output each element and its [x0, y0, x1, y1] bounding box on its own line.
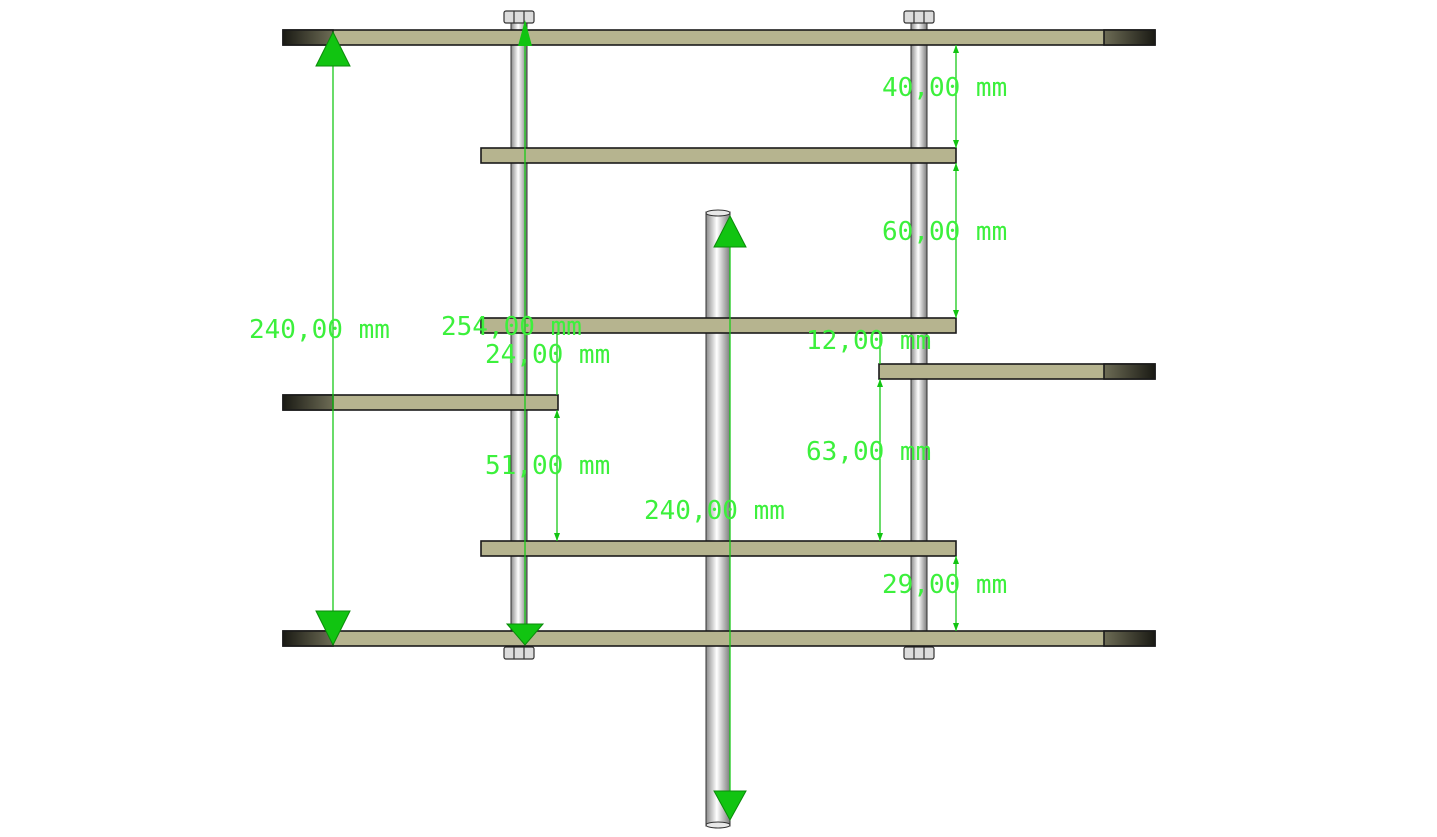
arrow-left-rod-top [518, 20, 532, 46]
top-shelf-right-end [1103, 29, 1156, 46]
nut-bottom-left [503, 646, 535, 660]
top-shelf-left-end [282, 29, 334, 46]
bottom-shelf-right-end [1103, 630, 1156, 647]
center-rod-bottom-cap [705, 821, 731, 829]
dim-left-gap-lower: 51,00 mm [485, 451, 610, 481]
nut-bottom-right [903, 646, 935, 660]
dim-left-rod: 254,00 mm [441, 312, 582, 342]
shelf-lower-middle [480, 540, 957, 557]
dim-overall-height: 240,00 mm [249, 315, 390, 345]
arrow-left-rod-bottom [505, 623, 545, 646]
shelf-right-short-end [1103, 363, 1156, 380]
arrow-overall-top [315, 30, 351, 67]
shelf-upper-middle [480, 147, 957, 164]
dim-offset-left-shelf: 24,00 mm [485, 340, 610, 370]
nut-top-left [503, 10, 535, 24]
arrow-center-bottom [713, 790, 747, 822]
dim-right-offset: 12,00 mm [806, 326, 931, 356]
dim-bottom-gap: 29,00 mm [882, 570, 1007, 600]
bottom-shelf [282, 630, 1156, 647]
arrow-overall-bottom [315, 610, 351, 647]
bottom-shelf-left-end [282, 630, 334, 647]
shelves [282, 29, 1156, 647]
nuts [503, 10, 935, 660]
rods [510, 21, 928, 829]
nut-top-right [903, 10, 935, 24]
shelf-left-short-end [282, 394, 334, 411]
dimension-labels: 240,00 mm 254,00 mm 24,00 mm 51,00 mm 24… [249, 73, 1007, 600]
center-rod-top-cap [705, 209, 731, 217]
dim-right-gap: 63,00 mm [806, 437, 931, 467]
dim-center-rod: 240,00 mm [644, 496, 785, 526]
shelf-center [480, 317, 957, 334]
arrow-center-top [713, 214, 747, 248]
dim-top-gap: 40,00 mm [882, 73, 1007, 103]
dimension-lines [315, 20, 959, 822]
top-shelf [282, 29, 1156, 46]
dim-upper-gap: 60,00 mm [882, 217, 1007, 247]
